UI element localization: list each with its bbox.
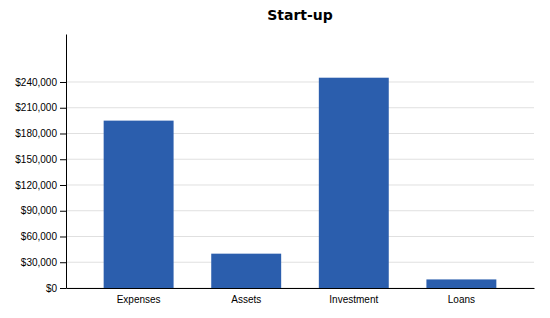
tick-mark <box>60 133 66 134</box>
tick-label: Loans <box>448 294 475 305</box>
axis-line <box>67 288 535 289</box>
tick-label: $150,000 <box>15 154 57 165</box>
x-axis: Expenses Assets Investment Loans <box>67 288 535 305</box>
tick-label: $90,000 <box>21 205 58 216</box>
tick-mark <box>60 211 66 212</box>
tick: $60,000 <box>21 231 66 242</box>
tick-label: Assets <box>231 294 261 305</box>
tick-mark <box>60 159 66 160</box>
tick: Investment <box>329 288 378 305</box>
tick: $0 <box>46 283 66 294</box>
tick-label: $210,000 <box>15 102 57 113</box>
tick-label: $120,000 <box>15 180 57 191</box>
bar <box>319 78 389 288</box>
grid-line <box>66 81 534 82</box>
tick-mark <box>60 262 66 263</box>
y-axis: $0 $30,000 $60,000 $90,000 $120,000 $150,000 $… <box>15 35 66 294</box>
tick-mark <box>60 108 66 109</box>
plot: $0 $30,000 $60,000 $90,000 $120,000 $150,000 $… <box>15 35 534 306</box>
chart: $0 $30,000 $60,000 $90,000 $120,000 $150,000 $… <box>0 0 550 318</box>
bar <box>104 121 174 288</box>
tick: $180,000 <box>15 128 66 139</box>
tick-label: $60,000 <box>21 231 58 242</box>
bar <box>426 279 496 288</box>
tick-label: Expenses <box>117 294 161 305</box>
tick: $30,000 <box>21 257 66 268</box>
tick-label: $0 <box>46 283 58 294</box>
tick-mark <box>60 185 66 186</box>
axis-line <box>66 35 67 289</box>
tick: $150,000 <box>15 154 66 165</box>
tick-label: $240,000 <box>15 77 57 88</box>
title: Start-up <box>267 7 333 23</box>
tick-label: Investment <box>329 294 378 305</box>
tick: $120,000 <box>15 180 66 191</box>
bars <box>104 78 497 288</box>
tick: Expenses <box>117 288 161 305</box>
tick-label: $30,000 <box>21 257 58 268</box>
tick-mark <box>60 82 66 83</box>
tick: Assets <box>231 288 261 305</box>
tick: Loans <box>448 288 475 305</box>
tick: $90,000 <box>21 205 66 216</box>
tick-mark <box>60 236 66 237</box>
tick-mark <box>60 288 66 289</box>
tick-label: $180,000 <box>15 128 57 139</box>
bar <box>211 254 281 288</box>
grid <box>66 82 534 288</box>
grid-line <box>66 107 534 108</box>
tick: $210,000 <box>15 102 66 113</box>
tick: $240,000 <box>15 77 66 88</box>
